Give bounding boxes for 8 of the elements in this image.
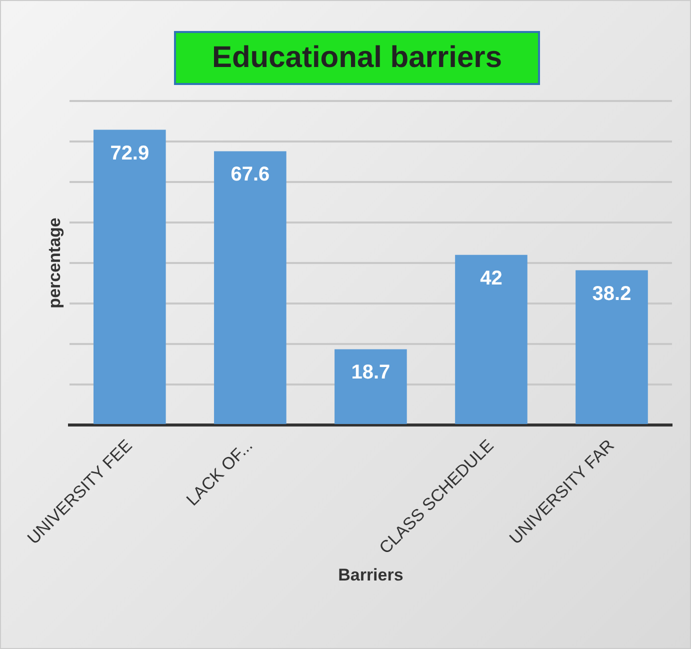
y-axis-title: percentage	[44, 218, 64, 308]
data-label: 38.2	[592, 282, 632, 305]
chart-title: Educational barriers	[174, 31, 540, 85]
data-label: 42	[480, 267, 502, 290]
data-label: 67.6	[230, 164, 270, 186]
data-label: 18.7	[351, 362, 390, 384]
data-label: 72.9	[110, 142, 150, 164]
x-axis-title: Barriers	[338, 565, 404, 584]
